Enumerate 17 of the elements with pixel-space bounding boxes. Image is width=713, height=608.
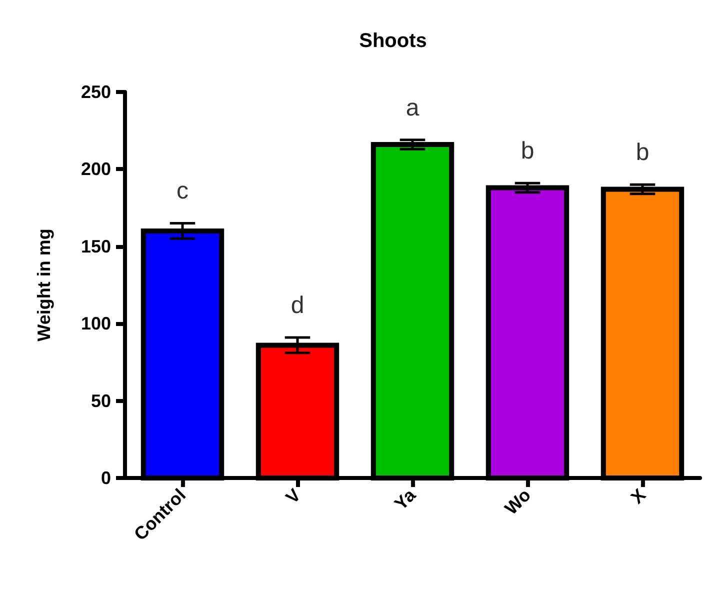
chart-title: Shoots bbox=[359, 30, 427, 52]
annotation: c bbox=[176, 178, 188, 205]
y-tick-label: 50 bbox=[90, 390, 111, 411]
y-tick-label: 200 bbox=[80, 159, 111, 180]
x-tick-label: Ya bbox=[390, 484, 420, 514]
y-tick-label: 150 bbox=[80, 236, 111, 256]
annotation: d bbox=[290, 292, 304, 319]
y-tick-label: 250 bbox=[80, 82, 111, 102]
annotation: b bbox=[636, 139, 650, 166]
x-tick-label: V bbox=[282, 484, 305, 508]
y-axis-title: Weight in mg bbox=[34, 228, 54, 342]
y-tick-label: 100 bbox=[80, 314, 111, 334]
x-tick-label: X bbox=[626, 484, 650, 508]
y-tick-label: 0 bbox=[100, 468, 111, 488]
annotation: b bbox=[520, 138, 534, 165]
x-tick-label: Wo bbox=[500, 484, 535, 519]
annotation: a bbox=[406, 94, 420, 122]
